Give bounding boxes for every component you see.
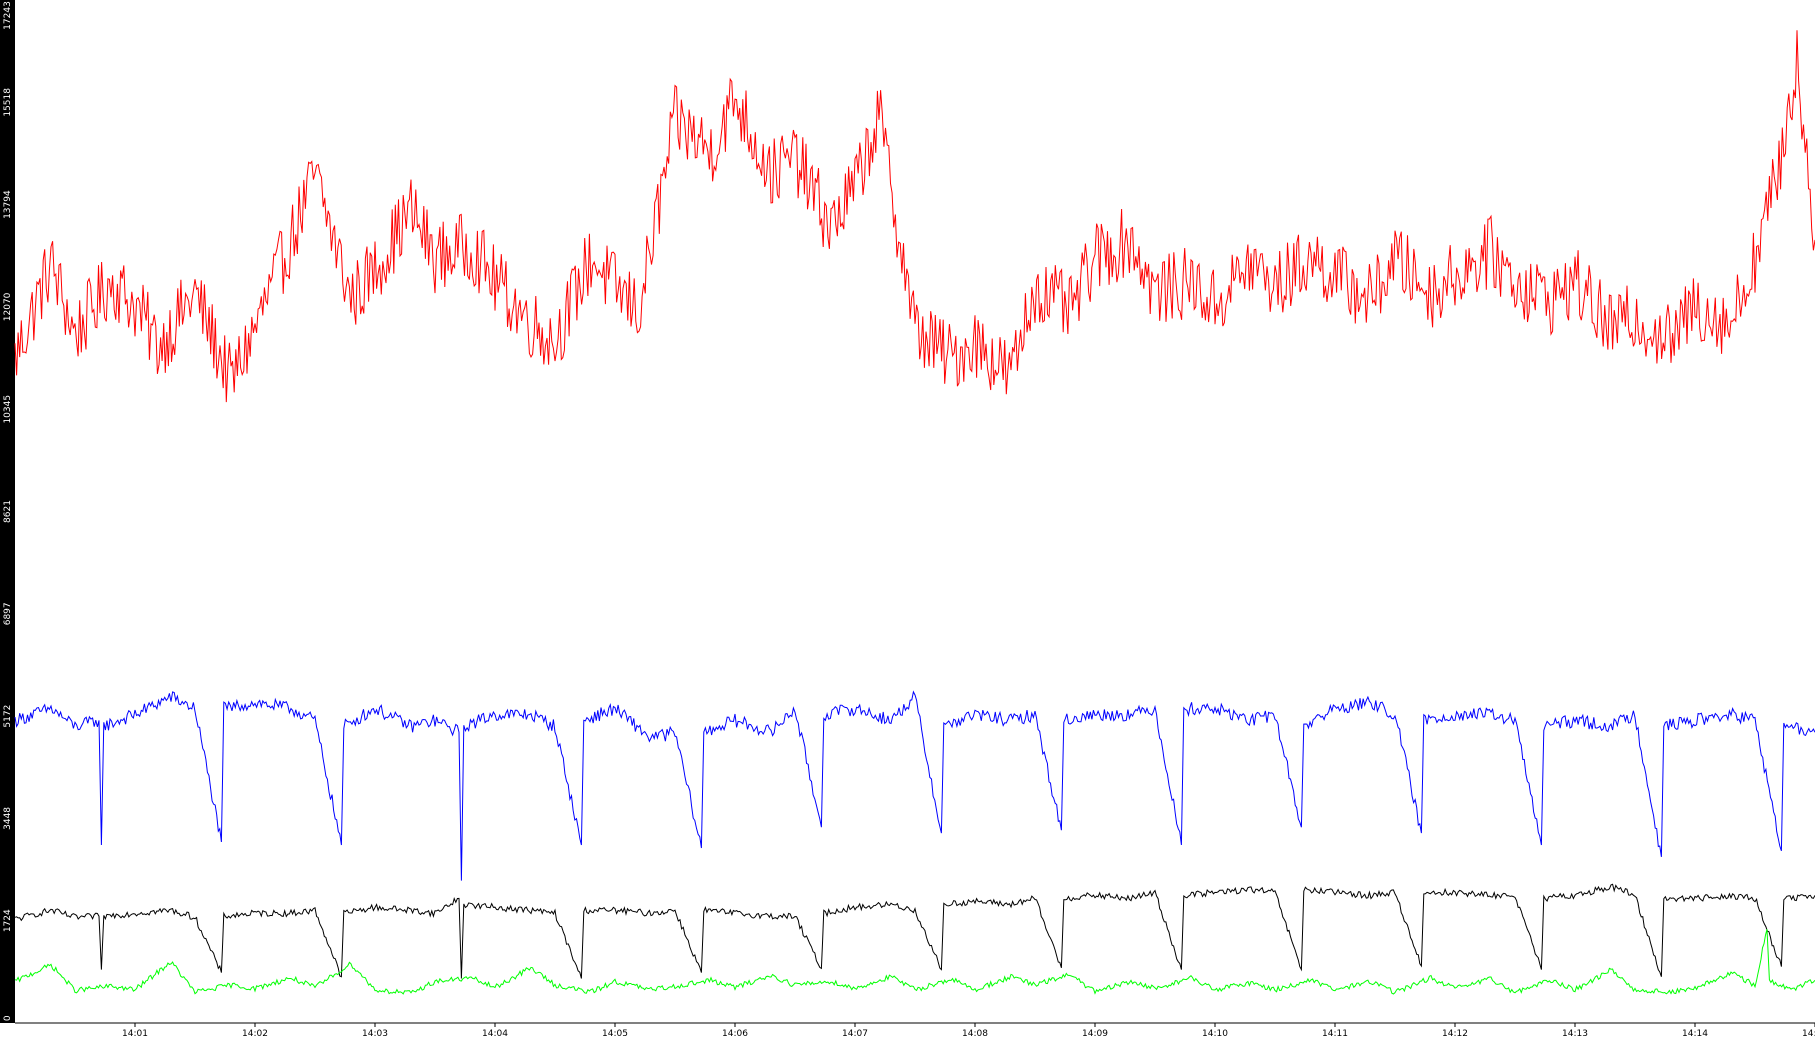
y-tick-label: 17243 (3, 1, 13, 30)
x-tick-label: 14:14 (1682, 1029, 1708, 1039)
y-tick-label: 15518 (3, 88, 13, 117)
series-layer (14, 30, 1815, 995)
x-axis-ticks: 14:01 14:02 14:03 14:04 14:05 14:06 14:07 14:08… (122, 1023, 1815, 1039)
x-tick-label: 14:08 (962, 1029, 988, 1039)
series-line-3 (14, 929, 1815, 995)
y-tick-label: 6897 (3, 602, 13, 625)
x-tick-label: 14:13 (1562, 1029, 1588, 1039)
x-tick-label: 14:01 (122, 1029, 148, 1039)
y-tick-label: 10345 (3, 395, 13, 424)
y-tick-label: 8621 (3, 500, 13, 523)
y-tick-label: 0 (3, 1015, 13, 1021)
x-tick-label: 14:10 (1202, 1029, 1228, 1039)
x-tick-label: 14:11 (1322, 1029, 1348, 1039)
y-tick-label: 5172 (3, 705, 13, 728)
x-tick-label: 14:12 (1442, 1029, 1468, 1039)
series-line-1 (14, 690, 1815, 881)
x-tick-label: 14:03 (362, 1029, 388, 1039)
x-tick-label: 14:02 (242, 1029, 268, 1039)
x-tick-label: 14:15 (1802, 1029, 1815, 1039)
y-axis-ticks: 0 1724 3448 5172 6897 8621 10345 12070 13794 1551… (3, 1, 13, 1021)
y-axis-strip (0, 0, 15, 1023)
series-line-0 (14, 30, 1815, 403)
y-tick-label: 13794 (3, 190, 13, 219)
x-tick-label: 14:06 (722, 1029, 748, 1039)
y-tick-label: 12070 (3, 292, 13, 321)
y-tick-label: 3448 (3, 807, 13, 830)
x-tick-label: 14:05 (602, 1029, 628, 1039)
x-tick-label: 14:04 (482, 1029, 508, 1039)
x-tick-label: 14:07 (842, 1029, 868, 1039)
series-line-2 (14, 883, 1815, 979)
y-tick-label: 1724 (3, 909, 13, 932)
x-tick-label: 14:09 (1082, 1029, 1108, 1039)
